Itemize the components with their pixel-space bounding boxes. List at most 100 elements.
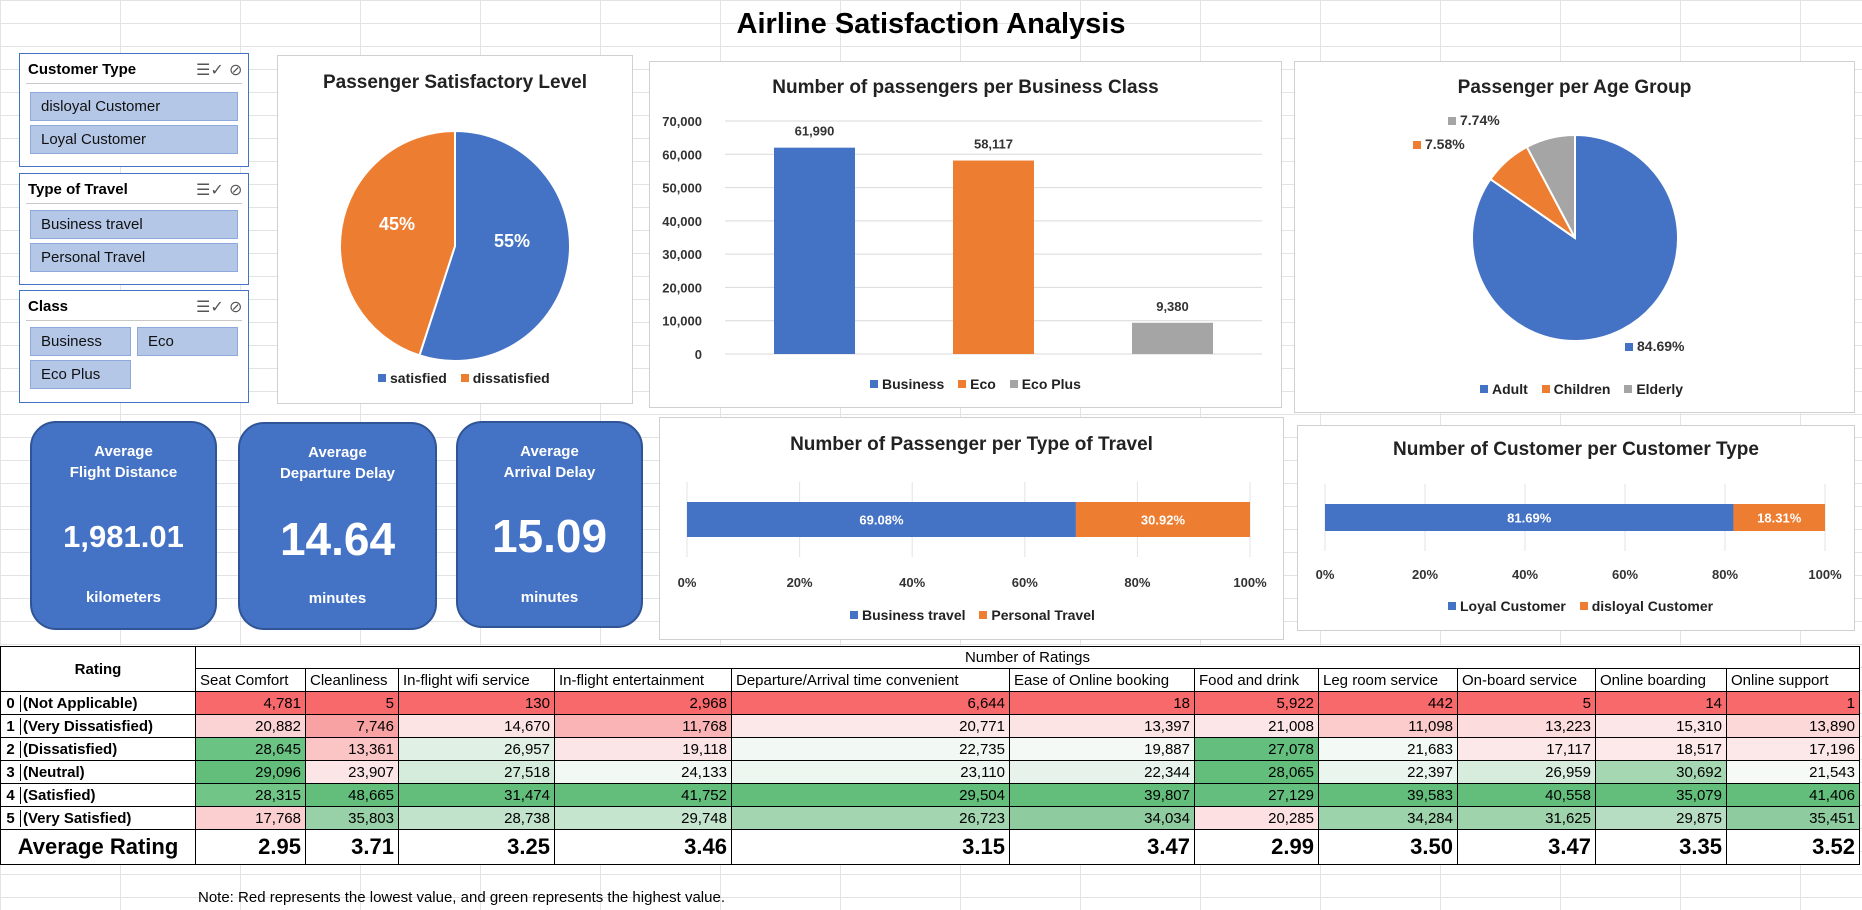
clear-filter-icon[interactable]: ⊘	[229, 182, 243, 199]
y-tick-label: 0	[695, 347, 702, 362]
ratings-table: Rating Number of Ratings Seat Comfort Cle…	[0, 646, 1860, 865]
rating-cell: 24,133	[554, 760, 732, 784]
table-row: 1 (Very Dissatisfied) 20,882 7,746 14,670 11,…	[0, 714, 1860, 738]
rating-cell: 13,223	[1457, 714, 1596, 738]
data-label: 7.74%	[1460, 112, 1500, 128]
chart-business-class[interactable]: Number of passengers per Business Class …	[649, 61, 1282, 408]
column-header: Seat Comfort	[195, 668, 306, 692]
rating-cell: 4,781	[195, 691, 306, 715]
slicer-title: Customer Type	[28, 61, 137, 78]
rating-cell: 27,129	[1194, 783, 1319, 807]
rating-cell: 28,645	[195, 737, 306, 761]
clear-filter-icon[interactable]: ⊘	[229, 299, 243, 316]
slicer-customer-type[interactable]: Customer Type ☰✓ ⊘ disloyal Customer Loy…	[19, 53, 249, 167]
rating-cell: 41,406	[1726, 783, 1860, 807]
slicer-class[interactable]: Class ☰✓ ⊘ Business Eco Eco Plus	[19, 290, 249, 403]
slicer-type-of-travel[interactable]: Type of Travel ☰✓ ⊘ Business travel Pers…	[19, 173, 249, 285]
kpi-value: 1,981.01	[63, 519, 184, 554]
rating-code: 4	[1, 786, 21, 804]
row-label: 5 (Very Satisfied)	[0, 806, 196, 830]
rating-cell: 28,315	[195, 783, 306, 807]
data-label: 81.69%	[1507, 511, 1552, 526]
clear-filter-icon[interactable]: ⊘	[229, 62, 243, 79]
x-tick-label: 0%	[678, 575, 697, 590]
bar-disloyal-customer	[1733, 504, 1825, 531]
rating-cell: 41,752	[554, 783, 732, 807]
data-label: 30.92%	[1141, 513, 1186, 528]
rating-label: (Very Satisfied)	[23, 809, 132, 827]
average-value: 3.15	[731, 829, 1010, 865]
column-header: In-flight entertainment	[554, 668, 732, 692]
legend-business-travel: Business travel	[862, 607, 966, 623]
multi-select-icon[interactable]: ☰✓	[196, 299, 224, 316]
rating-cell: 13,397	[1009, 714, 1195, 738]
column-header: On-board service	[1457, 668, 1596, 692]
chart-title: Number of Passenger per Type of Travel	[790, 434, 1153, 455]
rating-label: (Very Dissatisfied)	[23, 717, 154, 735]
data-label: 58,117	[974, 137, 1013, 152]
rating-label: (Dissatisfied)	[23, 740, 118, 758]
y-tick-label: 30,000	[662, 247, 702, 262]
column-header: Food and drink	[1194, 668, 1319, 692]
table-row: 4 (Satisfied) 28,315 48,665 31,474 41,752 29,5…	[0, 783, 1860, 807]
customer-type-bar: 0% 20% 40% 60% 80% 100% 81.69% 18.31%	[1316, 484, 1842, 582]
rating-cell: 22,735	[731, 737, 1010, 761]
multi-select-icon[interactable]: ☰✓	[196, 62, 224, 79]
chart-title: Number of passengers per Business Class	[772, 77, 1159, 98]
chart-customer-type[interactable]: Number of Customer per Customer Type 0% 2…	[1297, 425, 1855, 631]
rating-cell: 22,397	[1318, 760, 1458, 784]
slicer-item-personal-travel[interactable]: Personal Travel	[30, 243, 238, 272]
rating-cell: 21,008	[1194, 714, 1319, 738]
kpi-label: Average Arrival Delay	[503, 443, 596, 481]
rating-cell: 35,451	[1726, 806, 1860, 830]
rating-cell: 2,968	[554, 691, 732, 715]
bar-loyal-customer	[1325, 504, 1734, 531]
legend-business: Business	[882, 376, 945, 392]
rating-cell: 29,748	[554, 806, 732, 830]
slicer-item-business[interactable]: Business	[30, 327, 131, 356]
kpi-departure-delay: Average Departure Delay 14.64 minutes	[238, 422, 437, 630]
kpi-unit: kilometers	[85, 589, 162, 606]
slicer-item-business-travel[interactable]: Business travel	[30, 210, 238, 239]
rating-cell: 442	[1318, 691, 1458, 715]
rating-cell: 22,344	[1009, 760, 1195, 784]
legend-adult: Adult	[1492, 381, 1528, 397]
rating-cell: 35,079	[1595, 783, 1727, 807]
legend-loyal-customer: Loyal Customer	[1460, 598, 1566, 614]
column-header: In-flight wifi service	[398, 668, 555, 692]
multi-select-icon[interactable]: ☰✓	[196, 182, 224, 199]
rating-cell: 34,034	[1009, 806, 1195, 830]
chart-age-group[interactable]: Passenger per Age Group 84.69% 7.58% 7.74%…	[1294, 61, 1855, 413]
rating-cell: 20,285	[1194, 806, 1319, 830]
y-tick-label: 10,000	[662, 314, 702, 329]
chart-type-of-travel[interactable]: Number of Passenger per Type of Travel 0…	[659, 417, 1284, 640]
number-of-ratings-header: Number of Ratings	[195, 646, 1860, 669]
chart-satisfaction[interactable]: Passenger Satisfactory Level 55% 45% sati…	[277, 55, 633, 404]
rating-cell: 5	[305, 691, 399, 715]
slicer-title: Type of Travel	[28, 181, 128, 198]
rating-cell: 40,558	[1457, 783, 1596, 807]
legend-disloyal-customer: disloyal Customer	[1591, 598, 1714, 614]
rating-cell: 48,665	[305, 783, 399, 807]
bar-eco	[953, 160, 1034, 354]
rating-cell: 13,890	[1726, 714, 1860, 738]
chart-legend: Adult Children Elderly	[1470, 381, 1683, 397]
y-tick-label: 70,000	[662, 114, 702, 129]
chart-legend: Business Eco Eco Plus	[860, 376, 1081, 392]
data-label: 7.58%	[1425, 136, 1465, 152]
kpi-value: 15.09	[491, 510, 608, 562]
slicer-item-loyal-customer[interactable]: Loyal Customer	[30, 125, 238, 154]
color-note: Note: Red represents the lowest value, a…	[198, 889, 725, 906]
x-tick-label: 20%	[787, 575, 813, 590]
rating-cell: 26,957	[398, 737, 555, 761]
slicer-item-eco-plus[interactable]: Eco Plus	[30, 360, 131, 389]
chart-title: Passenger per Age Group	[1457, 77, 1692, 98]
rating-cell: 28,738	[398, 806, 555, 830]
bar-eco-plus	[1132, 322, 1213, 354]
slicer-item-disloyal-customer[interactable]: disloyal Customer	[30, 92, 238, 121]
slicer-item-eco[interactable]: Eco	[137, 327, 238, 356]
rating-cell: 13,361	[305, 737, 399, 761]
rating-cell: 19,887	[1009, 737, 1195, 761]
legend-personal-travel: Personal Travel	[991, 607, 1095, 623]
kpi-unit: minutes	[308, 590, 367, 607]
